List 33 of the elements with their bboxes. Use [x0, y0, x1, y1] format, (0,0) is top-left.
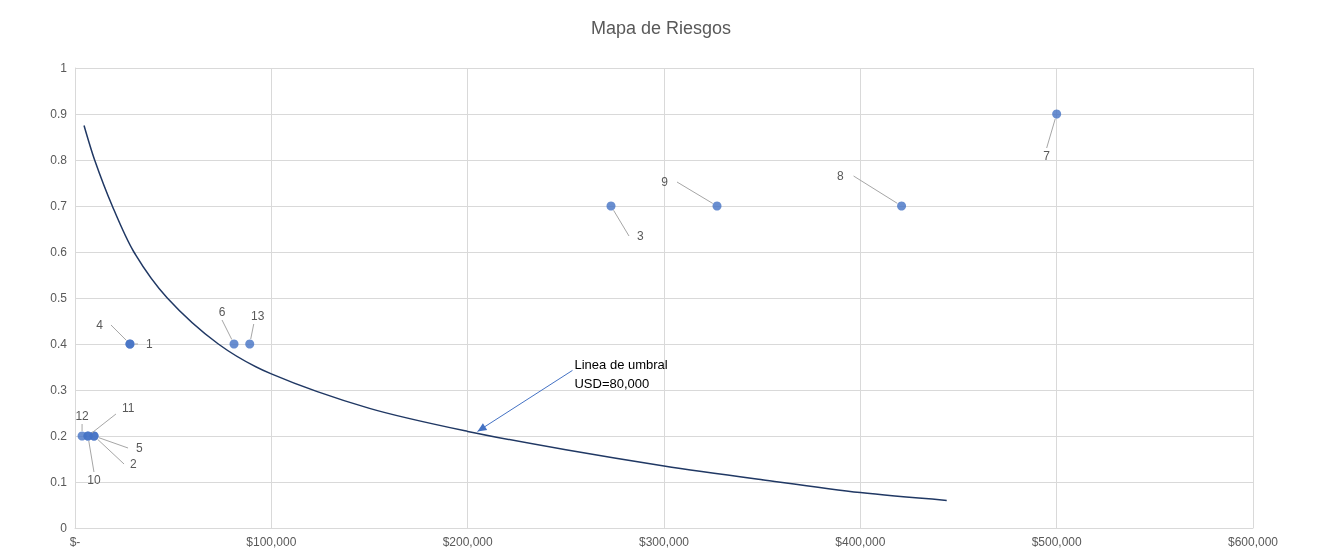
y-tick-label: 0.9	[50, 107, 68, 121]
y-tick-label: 0	[60, 521, 68, 535]
annotation: 6	[218, 305, 226, 319]
annotation: 8	[836, 169, 844, 183]
x-tick-label: $100,000	[246, 535, 297, 549]
x-tick-label: $200,000	[442, 535, 494, 549]
y-tick-label: 0.2	[50, 429, 68, 443]
annotation: 10	[87, 473, 101, 487]
annotation: 3	[636, 229, 644, 243]
x-tick-label: $-	[69, 535, 81, 549]
x-tick-label: $300,000	[638, 535, 690, 549]
annotation: 9	[661, 175, 669, 189]
annotation: Linea de umbral USD=80,000	[574, 357, 668, 392]
annotation: 11	[121, 401, 135, 415]
chart-title: Mapa de Riesgos	[590, 18, 732, 38]
y-tick-label: 1	[60, 61, 68, 75]
annotation: 5	[136, 441, 144, 455]
y-tick-label: 0.5	[50, 291, 68, 305]
y-tick-label: 0.7	[50, 199, 68, 213]
annotation: 7	[1043, 149, 1051, 163]
annotation: 2	[130, 457, 138, 471]
annotation: 1	[145, 337, 153, 351]
x-tick-label: $500,000	[1031, 535, 1083, 549]
y-tick-label: 0.3	[50, 383, 68, 397]
annotation: 13	[251, 309, 265, 323]
y-tick-label: 0.4	[50, 337, 68, 351]
x-tick-label: $600,000	[1227, 535, 1279, 549]
y-tick-label: 0.6	[50, 245, 68, 259]
y-tick-label: 0.8	[50, 153, 68, 167]
y-tick-label: 0.1	[50, 475, 68, 489]
annotation: 12	[75, 409, 90, 423]
annotation: 4	[96, 318, 104, 332]
x-tick-label: $400,000	[835, 535, 886, 549]
